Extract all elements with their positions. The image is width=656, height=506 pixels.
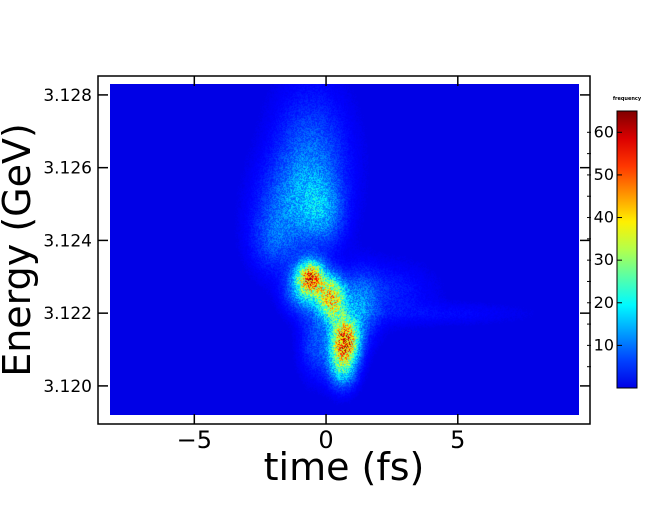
colorbar-tick-label: 30 xyxy=(594,250,614,269)
colorbar-label: frequency xyxy=(613,96,642,102)
heatmap-image xyxy=(110,84,579,415)
colorbar-tick-label: 20 xyxy=(594,293,614,312)
y-axis-label: Energy (GeV) xyxy=(0,123,39,377)
y-tick-label: 3.120 xyxy=(43,377,92,397)
y-axis: 3.120 3.122 3.124 3.126 3.128 xyxy=(43,86,590,397)
colorbar-tick-label: 40 xyxy=(594,208,614,227)
x-axis-label: time (fs) xyxy=(264,445,425,489)
x-tick-label: −5 xyxy=(177,426,212,454)
y-tick-label: 3.124 xyxy=(43,231,92,251)
x-axis: −5 0 5 xyxy=(177,76,465,454)
plot-area xyxy=(97,75,591,425)
colorbar: 10 20 30 40 50 60 xyxy=(587,110,638,389)
colorbar-tick-label: 60 xyxy=(594,122,614,141)
x-tick-label: 5 xyxy=(450,426,465,454)
x-tick-label: 0 xyxy=(318,426,333,454)
colorbar-tick-label: 10 xyxy=(594,335,614,354)
y-tick-label: 3.126 xyxy=(43,159,92,179)
y-tick-label: 3.122 xyxy=(43,304,92,324)
colorbar-tick-label: 50 xyxy=(594,165,614,184)
colorbar-gradient xyxy=(616,110,638,389)
y-tick-label: 3.128 xyxy=(43,86,92,106)
